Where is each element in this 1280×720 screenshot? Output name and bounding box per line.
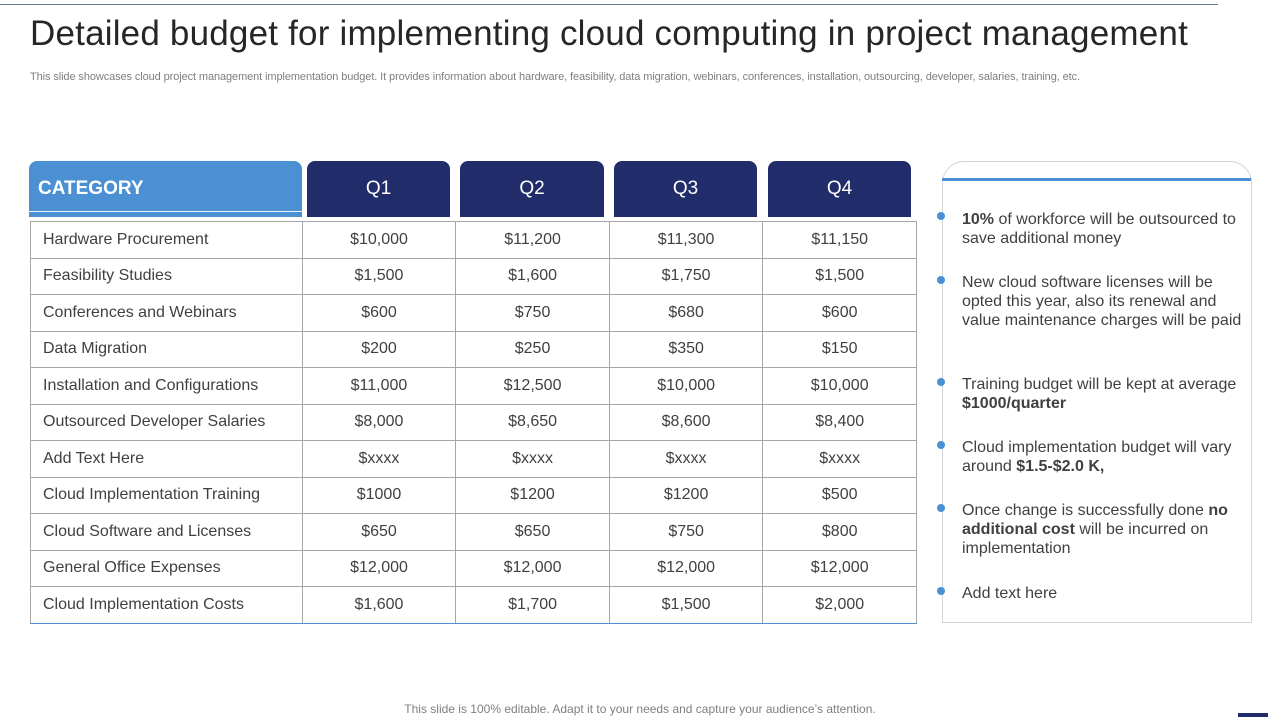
q2-cell: $xxxx	[455, 440, 610, 478]
q4-cell: $8,400	[762, 403, 917, 441]
q4-cell: $2,000	[762, 586, 917, 624]
q1-cell: $xxxx	[301, 440, 457, 478]
q3-cell: $12,000	[608, 549, 764, 587]
note-1: 10% of workforce will be outsourced to s…	[962, 211, 1236, 247]
header-q4: Q4	[768, 161, 911, 217]
q4-cell: $600	[762, 294, 917, 332]
q2-cell: $650	[455, 513, 610, 551]
category-cell: General Office Expenses	[30, 549, 303, 587]
q2-cell: $12,000	[455, 549, 610, 587]
slide-subtitle: This slide showcases cloud project manag…	[30, 71, 1080, 83]
header-q2: Q2	[460, 161, 604, 217]
bullet-dot	[937, 441, 945, 449]
budget-table: Hardware Procurement $10,000 $11,200 $11,30…	[30, 221, 917, 624]
q1-cell: $1,600	[301, 586, 457, 624]
note-6: Add text here	[962, 585, 1058, 602]
q1-cell: $1000	[301, 476, 457, 514]
q2-cell: $250	[455, 330, 610, 368]
note-5: Once change is successfully done no addi…	[962, 502, 1228, 557]
category-cell: Outsourced Developer Salaries	[30, 403, 303, 441]
table-row: Cloud Implementation Costs $1,600 $1,700 $1…	[30, 586, 917, 624]
category-cell: Data Migration	[30, 330, 303, 368]
q3-cell: $10,000	[608, 367, 764, 405]
bullet-dot	[937, 587, 945, 595]
q4-cell: $150	[762, 330, 917, 368]
q4-cell: $xxxx	[762, 440, 917, 478]
category-cell: Hardware Procurement	[30, 221, 303, 259]
q3-cell: $11,300	[608, 221, 764, 259]
q1-cell: $1,500	[301, 257, 457, 295]
table-row: Outsourced Developer Salaries $8,000 $8,65…	[30, 403, 917, 441]
bullet-dot	[937, 378, 945, 386]
q1-cell: $10,000	[301, 221, 457, 259]
q2-cell: $750	[455, 294, 610, 332]
q3-cell: $1200	[608, 476, 764, 514]
q1-cell: $11,000	[301, 367, 457, 405]
q4-cell: $11,150	[762, 221, 917, 259]
bullet-dot	[937, 276, 945, 284]
category-cell: Cloud Implementation Training	[30, 476, 303, 514]
notes-panel-accent-bar	[942, 178, 1251, 181]
q4-cell: $10,000	[762, 367, 917, 405]
table-row: Hardware Procurement $10,000 $11,200 $11,30…	[30, 221, 917, 259]
q4-cell: $1,500	[762, 257, 917, 295]
q3-cell: $1,500	[608, 586, 764, 624]
q2-cell: $11,200	[455, 221, 610, 259]
notes-panel	[942, 161, 1252, 623]
corner-mark	[1238, 713, 1268, 717]
q3-cell: $8,600	[608, 403, 764, 441]
q1-cell: $200	[301, 330, 457, 368]
q4-cell: $12,000	[762, 549, 917, 587]
q1-cell: $12,000	[301, 549, 457, 587]
top-rule	[0, 4, 1218, 5]
q1-cell: $650	[301, 513, 457, 551]
q1-cell: $8,000	[301, 403, 457, 441]
q4-cell: $500	[762, 476, 917, 514]
q3-cell: $750	[608, 513, 764, 551]
note-3: Training budget will be kept at average …	[962, 376, 1237, 412]
category-cell: Feasibility Studies	[30, 257, 303, 295]
table-row: Conferences and Webinars $600 $750 $680 $600	[30, 294, 917, 332]
table-row: Data Migration $200 $250 $350 $150	[30, 330, 917, 368]
q3-cell: $1,750	[608, 257, 764, 295]
table-row: Installation and Configurations $11,000 $1…	[30, 367, 917, 405]
header-q1: Q1	[307, 161, 450, 217]
bullet-dot	[937, 504, 945, 512]
q2-cell: $1,700	[455, 586, 610, 624]
q1-cell: $600	[301, 294, 457, 332]
slide-footer: This slide is 100% editable. Adapt it to…	[404, 702, 876, 716]
note-2: New cloud software licenses will be opte…	[962, 274, 1242, 329]
q3-cell: $xxxx	[608, 440, 764, 478]
bullet-dot	[937, 212, 945, 220]
table-row: Cloud Software and Licenses $650 $650 $750 $…	[30, 513, 917, 551]
q2-cell: $1200	[455, 476, 610, 514]
category-cell: Cloud Implementation Costs	[30, 586, 303, 624]
q2-cell: $12,500	[455, 367, 610, 405]
category-cell: Add Text Here	[30, 440, 303, 478]
category-cell: Installation and Configurations	[30, 367, 303, 405]
q2-cell: $8,650	[455, 403, 610, 441]
header-q3: Q3	[614, 161, 757, 217]
note-4: Cloud implementation budget will vary ar…	[962, 439, 1232, 475]
table-row: General Office Expenses $12,000 $12,000 $12…	[30, 549, 917, 587]
table-row: Feasibility Studies $1,500 $1,600 $1,750 $1,…	[30, 257, 917, 295]
table-row: Add Text Here $xxxx $xxxx $xxxx $xxxx	[30, 440, 917, 478]
category-cell: Cloud Software and Licenses	[30, 513, 303, 551]
category-cell: Conferences and Webinars	[30, 294, 303, 332]
table-row: Cloud Implementation Training $1000 $1200 $…	[30, 476, 917, 514]
q4-cell: $800	[762, 513, 917, 551]
q3-cell: $680	[608, 294, 764, 332]
q3-cell: $350	[608, 330, 764, 368]
q2-cell: $1,600	[455, 257, 610, 295]
slide-title: Detailed budget for implementing cloud c…	[30, 14, 1188, 53]
header-category: CATEGORY	[29, 161, 302, 217]
